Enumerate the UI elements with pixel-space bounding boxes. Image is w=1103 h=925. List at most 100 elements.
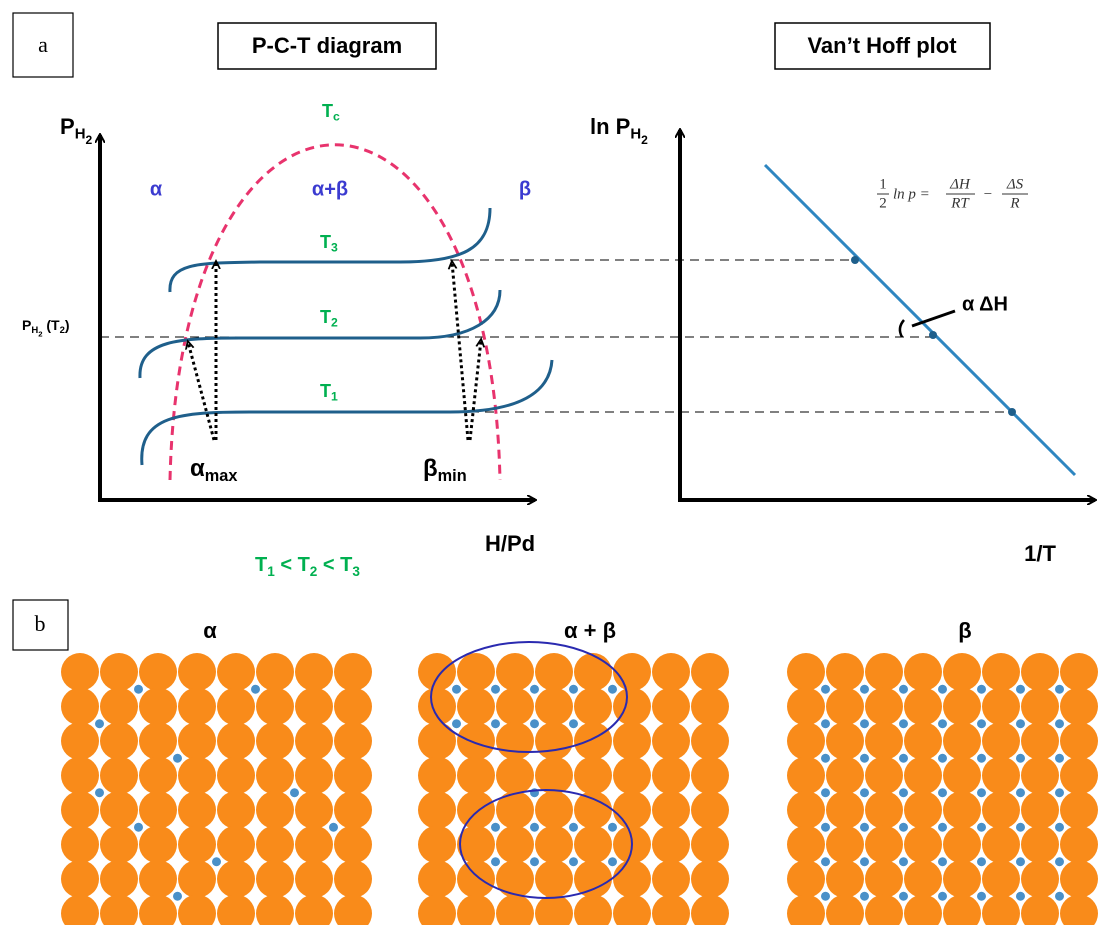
- hydrogen-atom: [452, 684, 461, 694]
- metal-atom: [178, 687, 216, 726]
- text-part: T: [320, 381, 331, 401]
- hydrogen-atom: [977, 822, 986, 832]
- metal-atom: [178, 791, 216, 829]
- hydrogen-atom: [329, 822, 338, 832]
- metal-atom: [1021, 653, 1059, 691]
- hydrogen-atom: [212, 857, 221, 867]
- metal-atom: [178, 722, 216, 760]
- metal-atom: [139, 825, 177, 864]
- isotherm-label: T1: [320, 381, 338, 404]
- metal-atom: [496, 653, 534, 691]
- pressure-label: PH2 (T2): [22, 317, 70, 339]
- metal-atom: [457, 791, 495, 829]
- text-part: 2: [331, 316, 338, 330]
- text-part: P: [60, 114, 75, 139]
- hydrogen-atom: [569, 719, 578, 729]
- metal-atom: [826, 894, 864, 925]
- metal-atom: [574, 825, 612, 864]
- metal-atom: [139, 791, 177, 829]
- metal-atom: [295, 825, 333, 864]
- lattice: [787, 653, 1098, 925]
- metal-atom: [217, 825, 255, 864]
- hydrogen-atom: [821, 684, 830, 694]
- metal-atom: [139, 687, 177, 726]
- metal-atom: [61, 860, 99, 898]
- hydrogen-atom: [491, 822, 500, 832]
- text-part: T: [320, 307, 331, 327]
- metal-atom: [982, 791, 1020, 829]
- metal-atom: [574, 687, 612, 726]
- metal-atom: [865, 722, 903, 760]
- equation-part: R: [1009, 195, 1019, 211]
- metal-atom: [943, 653, 981, 691]
- metal-atom: [904, 653, 942, 691]
- metal-atom: [787, 894, 825, 925]
- metal-atom: [496, 894, 534, 925]
- metal-atom: [826, 860, 864, 898]
- metal-atom: [334, 860, 372, 898]
- hydrogen-atom: [134, 822, 143, 832]
- hydrogen-atom: [491, 857, 500, 867]
- metal-atom: [787, 825, 825, 864]
- metal-atom: [787, 653, 825, 691]
- text-part: T: [255, 554, 267, 576]
- metal-atom: [982, 825, 1020, 864]
- metal-atom: [334, 722, 372, 760]
- text-part: 1: [331, 390, 338, 404]
- hydrogen-atom: [452, 719, 461, 729]
- metal-atom: [295, 722, 333, 760]
- metal-atom: [652, 722, 690, 760]
- metal-atom: [1021, 791, 1059, 829]
- metal-atom: [61, 825, 99, 864]
- metal-atom: [61, 791, 99, 829]
- hydrogen-atom: [977, 684, 986, 694]
- metal-atom: [652, 894, 690, 925]
- text-part: 3: [352, 564, 360, 579]
- metal-atom: [613, 894, 651, 925]
- hydrogen-atom: [1055, 788, 1064, 798]
- metal-atom: [418, 756, 456, 795]
- domain-outline: [430, 641, 628, 753]
- metal-atom: [865, 687, 903, 726]
- hydrogen-atom: [491, 719, 500, 729]
- metal-atom: [535, 722, 573, 760]
- hydrogen-atom: [899, 857, 908, 867]
- hydrogen-atom: [608, 857, 617, 867]
- metal-atom: [652, 756, 690, 795]
- metal-atom: [295, 860, 333, 898]
- metal-atom: [1060, 825, 1098, 864]
- metal-atom: [691, 722, 729, 760]
- hydrogen-atom: [899, 822, 908, 832]
- text-part: 2: [310, 564, 318, 579]
- metal-atom: [652, 653, 690, 691]
- phase-label: α: [150, 178, 163, 200]
- hydrogen-atom: [821, 857, 830, 867]
- metal-atom: [418, 722, 456, 760]
- metal-atom: [178, 756, 216, 795]
- hydrogen-atom: [938, 822, 947, 832]
- metal-atom: [457, 860, 495, 898]
- isotherm-label: T3: [320, 232, 338, 255]
- text-part: H: [75, 126, 86, 143]
- leader-line: [911, 309, 956, 328]
- hydrogen-atom: [860, 684, 869, 694]
- metal-atom: [904, 791, 942, 829]
- metal-atom: [574, 756, 612, 795]
- metal-atom: [100, 653, 138, 691]
- hydrogen-atom: [938, 753, 947, 763]
- metal-atom: [496, 860, 534, 898]
- text-part: H: [31, 325, 38, 336]
- metal-atom: [535, 825, 573, 864]
- metal-atom: [865, 791, 903, 829]
- metal-atom: [1021, 687, 1059, 726]
- metal-atom: [904, 860, 942, 898]
- hydrogen-atom: [938, 684, 947, 694]
- hydrogen-atom: [530, 857, 539, 867]
- point: [1008, 408, 1016, 416]
- metal-atom: [1021, 825, 1059, 864]
- metal-atom: [943, 756, 981, 795]
- metal-atom: [100, 756, 138, 795]
- angle-arc: [898, 319, 905, 338]
- metal-atom: [652, 791, 690, 829]
